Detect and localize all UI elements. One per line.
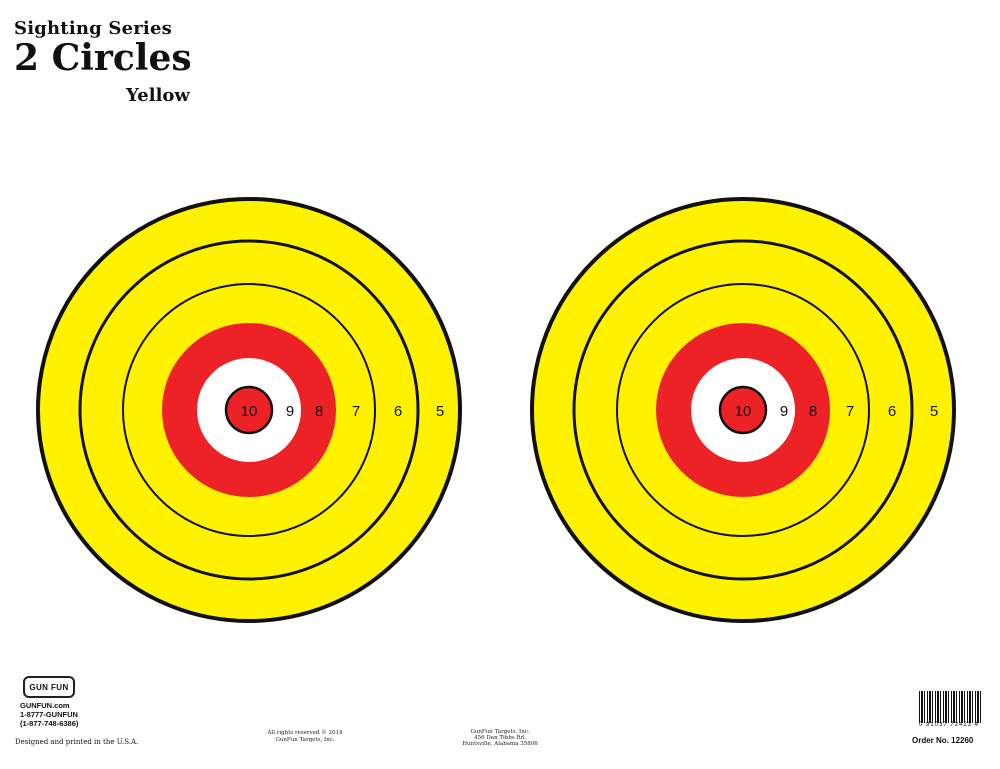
ring-label-6: 6 — [888, 403, 896, 420]
color-label: Yellow — [126, 85, 190, 106]
phone-letters: 1-8777-GUNFUN — [20, 710, 78, 719]
address-block: GunFun Targets, Inc. 456 Dan Tibbs Rd. H… — [440, 729, 560, 747]
target-left: 10 9 8 7 6 5 — [36, 197, 462, 623]
copyright-block: All rights reserved © 2014 GunFun Target… — [245, 730, 365, 744]
ring-label-8: 8 — [809, 403, 817, 420]
ring-10 — [718, 385, 768, 435]
website-text: GUNFUN.com — [20, 701, 70, 710]
ring-label-10: 10 — [735, 403, 752, 420]
contact-block: GUNFUN.com 1-8777-GUNFUN (1-877-748-6386… — [20, 701, 140, 728]
target-right: 10 9 8 7 6 5 — [530, 197, 956, 623]
copyright-line-1: All rights reserved © 2014 — [267, 730, 343, 736]
copyright-line-2: GunFun Targets, Inc. — [275, 737, 335, 743]
ring-label-6: 6 — [394, 403, 402, 420]
series-name: Sighting Series — [14, 18, 172, 39]
ring-label-7: 7 — [846, 403, 854, 420]
street-address: 456 Dan Tibbs Rd. — [474, 735, 526, 741]
ring-label-5: 5 — [930, 403, 938, 420]
designed-note: Designed and printed in the U.S.A. — [15, 738, 139, 746]
logo-text: GUN FUN — [29, 682, 69, 692]
company-name: GunFun Targets, Inc. — [470, 729, 530, 735]
ring-label-8: 8 — [315, 403, 323, 420]
ring-label-9: 9 — [780, 403, 788, 420]
barcode: 0 91037 72423 4 — [913, 691, 985, 731]
order-number: Order No. 12260 — [912, 736, 974, 745]
ring-label-10: 10 — [241, 403, 258, 420]
city-address: Huntsville, Alabama 35806 — [462, 741, 538, 747]
target-title: 2 Circles — [14, 37, 192, 79]
phone-numbers: (1-877-748-6386) — [20, 719, 79, 728]
ring-label-9: 9 — [286, 403, 294, 420]
ring-label-7: 7 — [352, 403, 360, 420]
title-block: Sighting Series 2 Circles Yellow — [14, 18, 214, 110]
barcode-digits: 0 91037 72423 4 — [918, 722, 980, 728]
ring-10 — [224, 385, 274, 435]
barcode-bars — [919, 691, 981, 723]
ring-label-5: 5 — [436, 403, 444, 420]
gunfun-logo: GUN FUN — [23, 676, 75, 698]
